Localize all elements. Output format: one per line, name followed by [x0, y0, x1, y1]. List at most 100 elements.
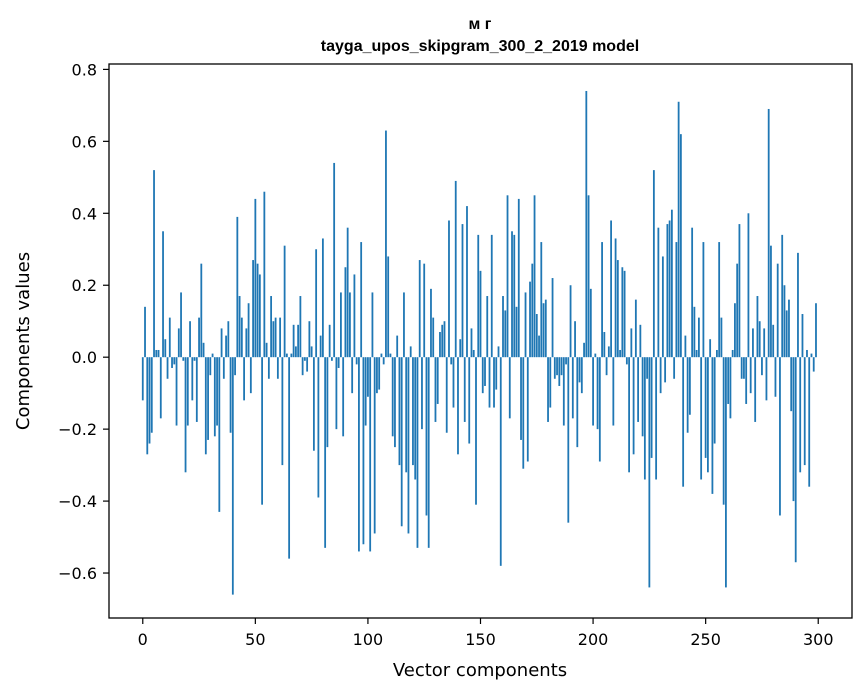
bar-144	[466, 206, 468, 358]
bar-297	[810, 353, 813, 358]
bar-185	[558, 357, 561, 386]
bar-296	[808, 357, 811, 487]
bar-45	[243, 357, 245, 401]
bar-156	[493, 357, 495, 408]
bar-155	[490, 234, 493, 358]
bar-29	[207, 357, 209, 440]
bar-18	[182, 357, 185, 361]
bar-207	[607, 346, 610, 358]
bar-145	[468, 357, 471, 444]
bar-298	[812, 357, 815, 372]
bar-187	[562, 357, 565, 426]
bar-255	[716, 349, 718, 358]
bar-93	[351, 357, 354, 394]
chart-title-line-1: м г	[469, 16, 492, 33]
x-tick-label: 100	[353, 630, 384, 649]
bar-27	[202, 342, 205, 358]
bar-268	[745, 357, 748, 404]
bar-128	[430, 288, 432, 358]
bar-270	[749, 357, 752, 394]
bar-141	[459, 339, 462, 358]
bar-146	[470, 328, 473, 358]
bar-42	[236, 216, 239, 358]
bar-77	[315, 249, 318, 358]
bar-213	[621, 267, 624, 358]
bar-162	[506, 195, 509, 358]
bar-101	[369, 357, 372, 552]
bar-278	[767, 108, 770, 358]
bar-196	[583, 342, 585, 358]
bar-74	[308, 321, 311, 358]
bar-251	[707, 357, 709, 473]
bar-161	[504, 310, 507, 358]
bar-79	[319, 335, 322, 358]
bar-137	[450, 357, 453, 365]
bar-221	[639, 324, 642, 358]
bar-5	[153, 170, 155, 358]
bar-183	[553, 357, 556, 379]
bar-118	[407, 357, 410, 534]
bar-257	[720, 317, 723, 358]
bar-114	[398, 357, 401, 466]
bar-53	[261, 357, 263, 505]
bar-246	[695, 349, 698, 358]
bar-167	[517, 198, 520, 358]
bar-289	[792, 357, 795, 502]
bar-281	[774, 357, 777, 397]
x-tick-label: 250	[690, 630, 721, 649]
bar-152	[484, 357, 486, 386]
bar-287	[788, 299, 790, 358]
bar-132	[439, 332, 441, 358]
bar-290	[794, 357, 797, 563]
bar-17	[180, 292, 182, 358]
bar-142	[461, 224, 464, 358]
bar-2	[146, 357, 149, 455]
bar-83	[328, 324, 331, 358]
bar-84	[331, 357, 333, 361]
bar-245	[693, 306, 696, 358]
bar-210	[614, 238, 617, 358]
bar-299	[815, 303, 817, 358]
bar-55	[265, 342, 268, 358]
bar-109	[387, 256, 390, 358]
bar-237	[675, 242, 678, 358]
bar-157	[495, 357, 498, 390]
bar-88	[340, 292, 342, 358]
bar-13	[171, 357, 173, 368]
bar-138	[452, 357, 455, 408]
bar-40	[231, 357, 234, 595]
x-tick-label: 200	[578, 630, 609, 649]
bar-225	[648, 357, 651, 588]
bar-68	[294, 346, 297, 358]
bar-279	[770, 245, 772, 358]
bar-286	[785, 310, 788, 358]
bar-73	[306, 357, 309, 372]
bar-151	[481, 357, 484, 394]
bar-80	[321, 238, 324, 358]
bar-241	[684, 335, 687, 358]
bar-63	[283, 245, 286, 358]
bar-104	[376, 357, 378, 394]
bar-217	[630, 328, 633, 358]
bar-66	[290, 353, 293, 358]
x-axis-ticks: 0 50 100 150 200 250 300	[138, 618, 834, 649]
bar-262	[731, 349, 734, 358]
bar-133	[441, 324, 444, 358]
bar-126	[425, 357, 428, 516]
bar-9	[162, 231, 164, 358]
bar-248	[700, 357, 703, 480]
bar-197	[585, 90, 588, 358]
bar-86	[335, 357, 338, 430]
bar-7	[157, 349, 160, 358]
bar-190	[569, 285, 572, 358]
y-tick-label: −0.4	[58, 492, 97, 511]
bar-266	[740, 357, 743, 379]
bar-200	[592, 357, 594, 426]
y-tick-label: 0.8	[72, 60, 97, 79]
bar-220	[637, 357, 640, 422]
bar-124	[421, 357, 423, 430]
bar-174	[533, 195, 536, 358]
bar-260	[727, 357, 730, 404]
bar-95	[355, 357, 358, 365]
bar-14	[173, 357, 176, 365]
